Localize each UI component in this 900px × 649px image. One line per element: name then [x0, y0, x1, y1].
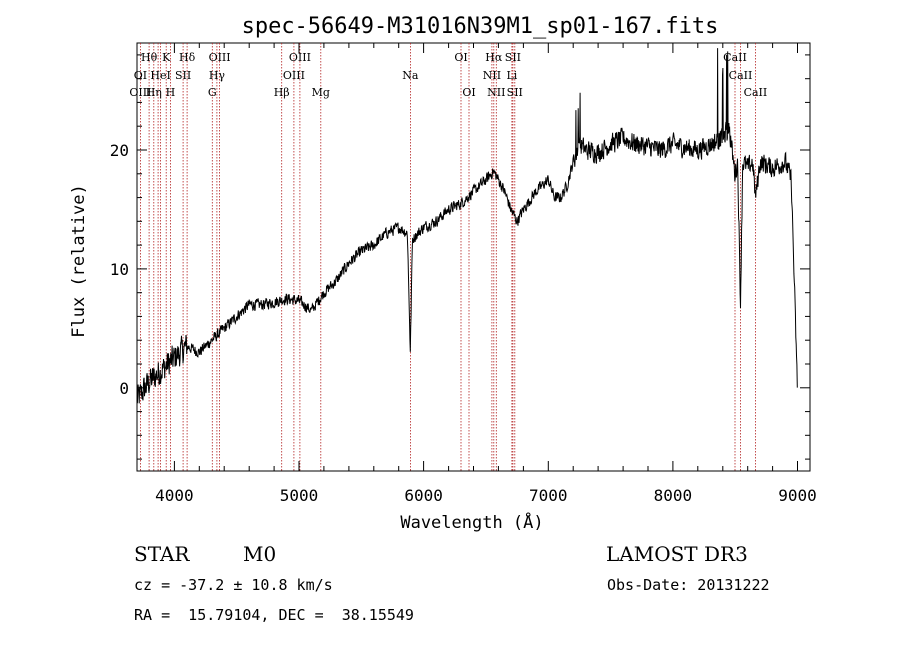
obs-date-readout: Obs-Date: 20131222 [607, 576, 770, 594]
x-axis-ticks: 4000 5000 6000 7000 8000 9000 [155, 43, 817, 505]
reference-line-label: Hδ [179, 51, 196, 64]
reference-line-label: NII [487, 86, 505, 99]
subclass-label: M0 [243, 542, 276, 566]
reference-line-label: OIII [129, 86, 151, 99]
reference-line-label: Mg [312, 86, 330, 99]
reference-line-label: Li [506, 69, 517, 82]
x-tick-label: 5000 [280, 486, 319, 505]
plot-frame [136, 42, 811, 472]
y-axis-label: Flux (relative) [69, 184, 89, 338]
reference-line-label: CaII [723, 51, 747, 64]
reference-line-label: OI [134, 69, 147, 82]
reference-line-label: NII [483, 69, 501, 82]
reference-line-label: Hβ [274, 86, 290, 99]
x-tick-label: 4000 [155, 486, 194, 505]
chart-title: spec-56649-M31016N39M1_sp01-167.fits [242, 14, 719, 39]
radec-readout: RA = 15.79104, DEC = 38.15549 [134, 606, 414, 624]
class-label: STAR [134, 542, 190, 566]
reference-line-label: OI [454, 51, 467, 64]
reference-line-label: Hγ [209, 69, 226, 82]
spectrum-series-line [136, 48, 798, 404]
y-tick-label: 10 [110, 260, 129, 279]
reference-line-label: HeI [150, 69, 170, 82]
y-tick-label: 0 [119, 379, 129, 398]
y-axis-ticks: 0 10 20 [110, 54, 810, 460]
reference-line-label: CaII [744, 86, 768, 99]
x-tick-label: 7000 [529, 486, 568, 505]
reference-line-label: SII [507, 86, 523, 99]
reference-line-label: OIII [289, 51, 311, 64]
reference-line-label: SII [505, 51, 521, 64]
x-tick-label: 6000 [404, 486, 443, 505]
reference-line-label: OI [462, 86, 475, 99]
reference-line-label: CaII [729, 69, 753, 82]
x-tick-label: 9000 [778, 486, 817, 505]
reference-line-label: Hη [146, 86, 162, 99]
survey-label: LAMOST DR3 [606, 542, 748, 566]
x-axis-label: Wavelength (Å) [400, 511, 543, 533]
reference-line-label: OIII [283, 69, 305, 82]
x-tick-label: 8000 [654, 486, 693, 505]
reference-line-label: Hθ [141, 51, 158, 64]
reference-line-label: OIII [209, 51, 231, 64]
y-tick-label: 20 [110, 141, 129, 160]
reference-line-label: Na [402, 69, 419, 82]
cz-readout: cz = -37.2 ± 10.8 km/s [134, 576, 333, 594]
reference-line-label: K [162, 51, 171, 64]
reference-line-label: SII [175, 69, 191, 82]
reference-line-label: H [166, 86, 176, 99]
reference-lines [139, 43, 756, 471]
reference-line-label: G [208, 86, 217, 99]
reference-line-label: Hα [485, 51, 503, 64]
